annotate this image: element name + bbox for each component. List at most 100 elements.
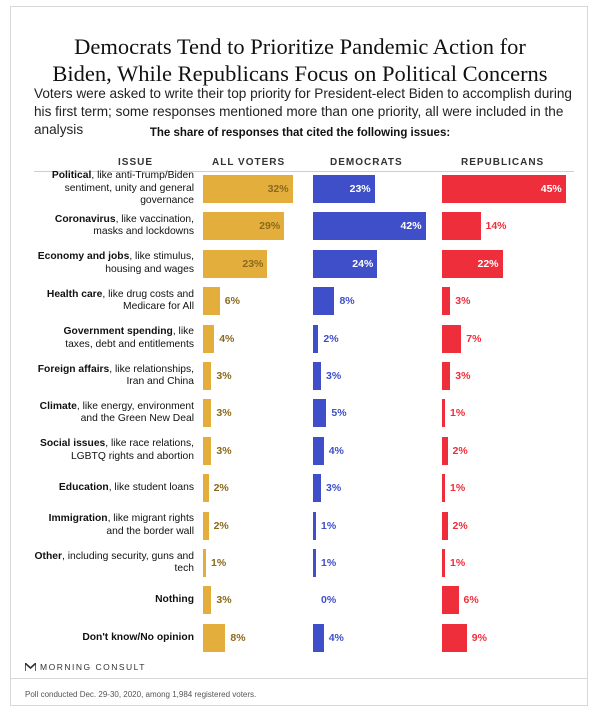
value-label-democrats: 1% — [321, 519, 337, 532]
issue-label: Other, including security, guns and tech — [34, 550, 195, 576]
bar-republicans — [442, 362, 451, 390]
issue-label: Climate, like energy, environment and th… — [34, 401, 194, 426]
value-label-democrats: 0% — [321, 594, 337, 607]
value-label-republicans: 3% — [455, 370, 471, 382]
issue-name: Immigration — [48, 513, 108, 525]
morning-consult-logo-icon — [25, 663, 36, 671]
issue-label: Government spending, like taxes, debt an… — [34, 326, 194, 351]
issue-examples: , like vaccination, masks and lockdowns — [93, 213, 194, 238]
value-label-all-voters: 6% — [224, 295, 240, 308]
value-label-republicans: 1% — [450, 557, 466, 569]
value-label-republicans: 14% — [485, 220, 507, 233]
value-label-republicans: 3% — [455, 295, 471, 308]
bar-democrats — [313, 212, 426, 241]
brand-logo: MORNING CONSULT — [25, 662, 146, 672]
bar-democrats — [313, 324, 319, 353]
value-label-republicans: 1% — [450, 407, 466, 420]
value-label-all-voters: 3% — [216, 594, 232, 607]
bar-republicans — [442, 586, 459, 615]
issue-label: Immigration, like migrant rights and the… — [34, 513, 194, 538]
column-header-all-voters: ALL VOTERS — [212, 157, 286, 168]
bar-republicans — [442, 474, 445, 503]
value-label-democrats: 1% — [321, 557, 337, 569]
issue-examples: , like migrant rights and the border wal… — [106, 513, 194, 537]
issue-name: Other — [34, 550, 62, 562]
bar-democrats — [313, 249, 378, 278]
value-label-democrats: 8% — [339, 295, 355, 308]
bar-republicans — [442, 511, 448, 540]
issue-examples: , like taxes, debt and entitlements — [65, 326, 194, 350]
issue-name: Climate — [39, 400, 77, 412]
issue-examples: , like anti-Trump/Biden sentiment, unity… — [64, 170, 194, 207]
bar-all-voters — [203, 287, 220, 316]
value-label-republicans: 1% — [450, 482, 466, 495]
bar-all-voters — [203, 549, 206, 577]
bar-all-voters — [203, 511, 209, 540]
bar-all-voters — [203, 175, 293, 203]
value-label-republicans: 7% — [466, 332, 482, 345]
issue-examples: , including security, guns and tech — [61, 550, 194, 575]
value-label-democrats: 3% — [326, 482, 342, 495]
value-label-all-voters: 2% — [213, 519, 229, 532]
value-label-all-voters: 2% — [213, 482, 229, 495]
issue-name: Government spending — [63, 326, 173, 338]
bar-democrats — [313, 623, 324, 652]
issue-examples: , like relationships, Iran and China — [109, 363, 194, 388]
chart-lead-text: The share of responses that cited the fo… — [149, 127, 451, 139]
bar-republicans — [442, 436, 448, 465]
value-label-all-voters: 3% — [216, 444, 232, 457]
issue-name: Social issues — [40, 438, 106, 450]
issue-label: Economy and jobs, like stimulus, housing… — [34, 251, 194, 276]
footnote: Poll conducted Dec. 29-30, 2020, among 1… — [25, 690, 257, 699]
issue-name: Education — [58, 481, 109, 493]
bar-democrats — [313, 175, 375, 203]
issue-label: Political, like anti-Trump/Biden sentime… — [34, 170, 194, 208]
value-label-all-voters: 3% — [216, 370, 232, 382]
value-label-republicans: 22% — [477, 257, 499, 270]
value-label-democrats: 4% — [328, 444, 344, 457]
issue-name: Health care — [46, 288, 103, 300]
issue-examples: , like energy, environment and the Green… — [76, 400, 194, 425]
issue-label: Coronavirus, like vaccination, masks and… — [34, 214, 194, 239]
issue-name: Don't know/No opinion — [82, 631, 194, 643]
bar-republicans — [442, 324, 462, 353]
issue-name: Economy and jobs — [37, 251, 130, 263]
issue-label: Don't know/No opinion — [34, 632, 194, 645]
value-label-all-voters: 23% — [242, 257, 264, 270]
bar-democrats — [313, 399, 327, 428]
bar-all-voters — [203, 399, 212, 428]
chart-title: Democrats Tend to Prioritize Pandemic Ac… — [0, 33, 600, 87]
bar-all-voters — [203, 212, 285, 241]
column-header-republicans: REPUBLICANS — [461, 157, 545, 168]
chart-card — [10, 6, 588, 706]
bar-republicans — [442, 175, 566, 203]
value-label-republicans: 2% — [452, 519, 468, 532]
bar-all-voters — [203, 362, 212, 390]
value-label-republicans: 9% — [471, 631, 487, 644]
issue-label: Foreign affairs, like relationships, Ira… — [34, 364, 194, 389]
issue-examples: , like race relations, LGBTQ rights and … — [70, 438, 194, 462]
issue-name: Nothing — [155, 594, 194, 606]
bar-democrats — [313, 287, 335, 316]
value-label-republicans: 6% — [463, 594, 479, 607]
issue-examples: , like drug costs and Medicare for All — [102, 288, 194, 313]
issue-name: Foreign affairs — [37, 363, 110, 375]
bar-all-voters — [203, 474, 209, 503]
bar-democrats — [313, 362, 322, 390]
bar-republicans — [442, 399, 445, 428]
value-label-all-voters: 29% — [259, 220, 281, 233]
issue-label: Social issues, like race relations, LGBT… — [34, 438, 194, 463]
column-header-democrats: DEMOCRATS — [330, 157, 403, 168]
chart-subtitle: Voters were asked to write their top pri… — [34, 86, 572, 137]
issue-label: Nothing — [34, 594, 194, 607]
bar-democrats — [313, 511, 316, 540]
value-label-democrats: 23% — [349, 183, 371, 195]
bar-republicans — [442, 287, 451, 316]
bar-republicans — [442, 549, 445, 577]
value-label-all-voters: 1% — [211, 557, 227, 569]
bar-all-voters — [203, 324, 215, 353]
value-label-all-voters: 4% — [219, 332, 235, 345]
bar-republicans — [442, 249, 503, 278]
title-line-2: Biden, While Republicans Focus on Politi… — [52, 61, 548, 86]
bar-democrats — [313, 436, 324, 465]
